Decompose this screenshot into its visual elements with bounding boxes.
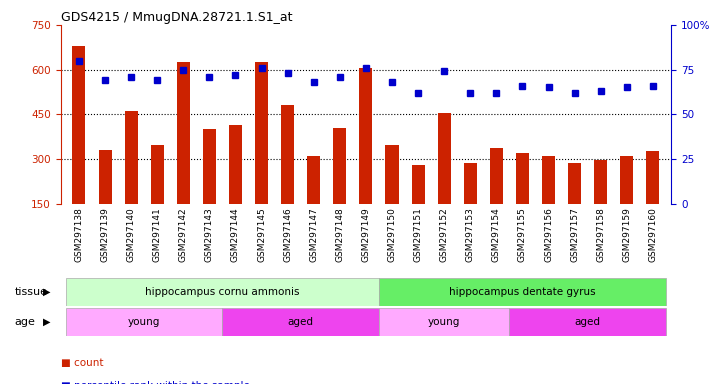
FancyBboxPatch shape (509, 308, 666, 336)
Text: ▶: ▶ (43, 287, 51, 297)
Bar (255, 62, 268, 204)
Text: hippocampus dentate gyrus: hippocampus dentate gyrus (449, 287, 595, 297)
FancyBboxPatch shape (66, 308, 223, 336)
Text: GSM297142: GSM297142 (178, 207, 188, 262)
Text: GSM297138: GSM297138 (74, 207, 84, 262)
Text: age: age (14, 317, 35, 327)
Text: GSM297153: GSM297153 (466, 207, 475, 262)
Bar (411, 165, 425, 204)
Bar (542, 156, 555, 204)
Text: GSM297160: GSM297160 (648, 207, 658, 262)
Bar (125, 111, 138, 204)
Text: GSM297150: GSM297150 (388, 207, 396, 262)
Bar (646, 151, 660, 204)
Text: GSM297155: GSM297155 (518, 207, 527, 262)
Bar (516, 153, 529, 204)
Text: GSM297143: GSM297143 (205, 207, 214, 262)
Text: GSM297154: GSM297154 (492, 207, 501, 262)
Bar (359, 68, 373, 204)
Bar (99, 150, 111, 204)
Bar (438, 113, 451, 204)
FancyBboxPatch shape (66, 278, 379, 306)
Text: young: young (128, 317, 161, 327)
Bar (151, 146, 164, 204)
FancyBboxPatch shape (379, 278, 666, 306)
FancyBboxPatch shape (379, 308, 509, 336)
Text: GSM297148: GSM297148 (336, 207, 344, 262)
Text: GSM297149: GSM297149 (361, 207, 371, 262)
Bar (177, 62, 190, 204)
Text: GSM297157: GSM297157 (570, 207, 579, 262)
Text: GDS4215 / MmugDNA.28721.1.S1_at: GDS4215 / MmugDNA.28721.1.S1_at (61, 11, 292, 24)
Bar (464, 163, 477, 204)
Text: GSM297159: GSM297159 (623, 207, 631, 262)
Text: aged: aged (575, 317, 600, 327)
Bar (229, 125, 242, 204)
Text: GSM297140: GSM297140 (126, 207, 136, 262)
Text: GSM297146: GSM297146 (283, 207, 292, 262)
Text: GSM297147: GSM297147 (309, 207, 318, 262)
Text: ▶: ▶ (43, 317, 51, 327)
Text: GSM297158: GSM297158 (596, 207, 605, 262)
Text: young: young (428, 317, 461, 327)
Bar (386, 146, 398, 204)
Text: GSM297152: GSM297152 (440, 207, 448, 262)
FancyBboxPatch shape (223, 308, 379, 336)
Text: GSM297141: GSM297141 (153, 207, 161, 262)
Text: GSM297151: GSM297151 (413, 207, 423, 262)
Bar (333, 127, 346, 204)
Bar (490, 149, 503, 204)
Bar (594, 161, 607, 204)
Text: GSM297144: GSM297144 (231, 207, 240, 262)
Text: GSM297156: GSM297156 (544, 207, 553, 262)
Bar (620, 156, 633, 204)
Text: aged: aged (288, 317, 313, 327)
Text: hippocampus cornu ammonis: hippocampus cornu ammonis (145, 287, 300, 297)
Text: GSM297139: GSM297139 (101, 207, 109, 262)
Bar (568, 163, 581, 204)
Text: tissue: tissue (14, 287, 47, 297)
Bar (72, 46, 86, 204)
Bar (203, 129, 216, 204)
Bar (281, 105, 294, 204)
Text: GSM297145: GSM297145 (257, 207, 266, 262)
Text: ■ percentile rank within the sample: ■ percentile rank within the sample (61, 381, 250, 384)
Bar (307, 156, 321, 204)
Text: ■ count: ■ count (61, 358, 104, 368)
